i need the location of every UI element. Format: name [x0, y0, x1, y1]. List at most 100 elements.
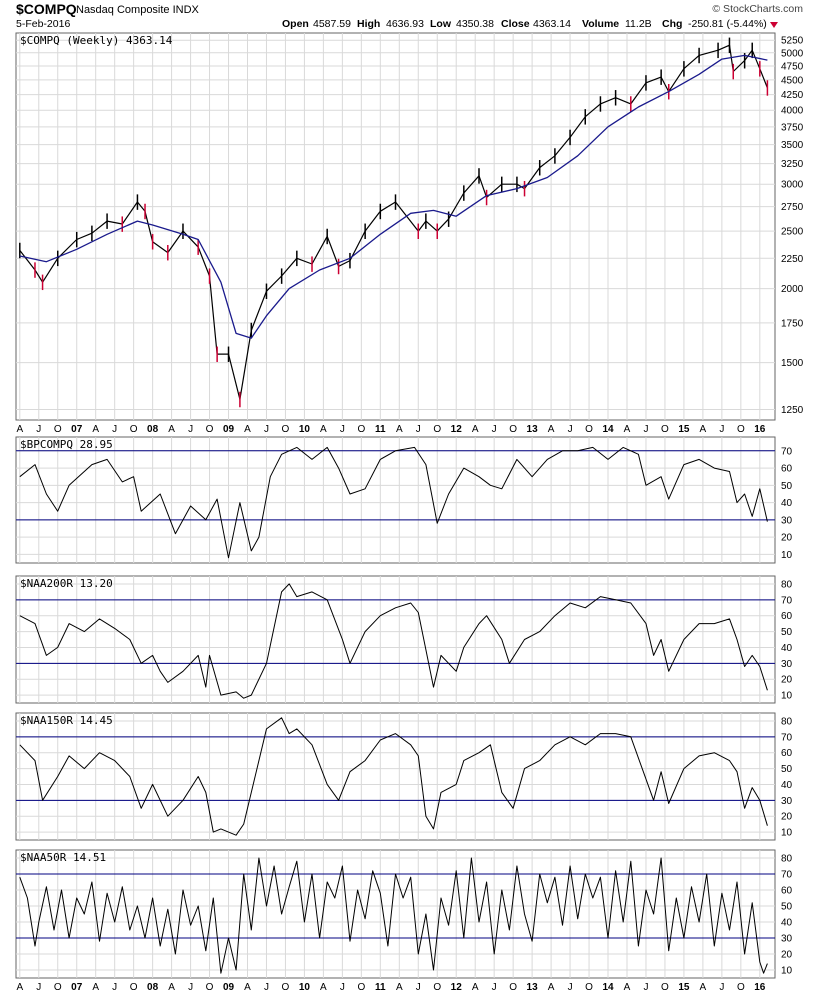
y-tick-label: 5000 [781, 48, 804, 59]
y-tick-label: 50 [781, 481, 793, 492]
x-tick-label: O [661, 424, 669, 435]
y-tick-label: 20 [781, 533, 793, 544]
y-tick-label: 80 [781, 579, 793, 590]
y-tick-label: 50 [781, 764, 793, 775]
x-tick-label: O [433, 982, 441, 993]
chg-label: Chg [662, 18, 682, 30]
x-tick-label: A [320, 982, 327, 993]
y-tick-label: 2250 [781, 254, 804, 265]
x-tick-label: 14 [602, 982, 614, 993]
x-tick-label: A [320, 424, 327, 435]
panel-2: 10 20 30 40 50 60 70 80 $NAA200R 13.20 [15, 575, 793, 704]
x-tick-label: O [585, 424, 593, 435]
panel-0: 1250 1500 1750 2000 2250 2500 2750 3000 3250 3500… [15, 32, 804, 435]
header-ohlc: Open 4587.59 High 4636.93 Low 4350.38 Cl… [282, 18, 767, 30]
y-tick-label: 70 [781, 446, 793, 457]
x-tick-label: 11 [375, 424, 386, 435]
panel-frame [15, 436, 776, 564]
chg-value: -250.81 (-5.44%) [688, 18, 767, 30]
x-tick-label: O [509, 982, 517, 993]
y-tick-label: 3000 [781, 180, 804, 191]
y-tick-label: 80 [781, 716, 793, 727]
x-tick-label: 07 [71, 424, 83, 435]
series-line [19, 857, 768, 974]
y-tick-label: 30 [781, 515, 793, 526]
y-tick-label: 30 [781, 659, 793, 670]
x-tick-label: 09 [223, 424, 235, 435]
y-tick-label: 20 [781, 812, 793, 823]
panel-3: 10 20 30 40 50 60 70 80 $NAA150R 14.45 [15, 712, 793, 841]
x-tick-label: 12 [451, 424, 463, 435]
series-line [19, 446, 768, 559]
x-tick-label: A [472, 424, 479, 435]
x-tick-label: O [737, 424, 745, 435]
panel-title: $COMPQ (Weekly) 4363.14 [20, 34, 173, 47]
x-tick-label: A [624, 424, 631, 435]
x-tick-label: 10 [299, 982, 311, 993]
x-tick-label: 09 [223, 982, 235, 993]
open-value: 4587.59 [313, 18, 351, 30]
y-tick-label: 4250 [781, 90, 804, 101]
x-tick-label: O [54, 424, 62, 435]
x-tick-label: 08 [147, 424, 159, 435]
y-tick-label: 40 [781, 498, 793, 509]
x-tick-label: J [568, 424, 573, 435]
x-tick-label: J [112, 424, 117, 435]
y-tick-label: 40 [781, 643, 793, 654]
x-tick-label: 16 [754, 982, 766, 993]
y-tick-label: 4500 [781, 75, 804, 86]
panel-frame [15, 849, 776, 979]
y-tick-label: 4750 [781, 61, 804, 72]
y-tick-label: 3250 [781, 159, 804, 170]
x-tick-label: J [36, 424, 41, 435]
x-tick-label: A [168, 982, 175, 993]
x-tick-label: O [54, 982, 62, 993]
x-tick-label: O [357, 424, 365, 435]
y-tick-label: 30 [781, 796, 793, 807]
x-tick-label: O [130, 982, 138, 993]
x-tick-label: A [16, 424, 23, 435]
x-tick-label: 08 [147, 982, 159, 993]
y-tick-label: 20 [781, 950, 793, 961]
x-tick-label: A [396, 982, 403, 993]
panel-title: $BPCOMPQ 28.95 [20, 438, 113, 451]
x-tick-label: J [492, 424, 497, 435]
moving-average-line [19, 54, 768, 339]
x-tick-label: A [168, 424, 175, 435]
y-tick-label: 40 [781, 780, 793, 791]
close-value: 4363.14 [533, 18, 571, 30]
x-tick-label: O [509, 424, 517, 435]
x-tick-label: O [661, 982, 669, 993]
x-tick-label: 13 [527, 424, 539, 435]
y-tick-label: 4000 [781, 106, 804, 117]
y-tick-label: 2750 [781, 202, 804, 213]
panel-title: $NAA50R 14.51 [20, 851, 106, 864]
x-tick-label: J [719, 982, 724, 993]
y-tick-label: 1500 [781, 358, 804, 369]
x-tick-label: 13 [527, 982, 539, 993]
y-tick-label: 30 [781, 934, 793, 945]
y-tick-label: 10 [781, 550, 793, 561]
x-tick-label: J [264, 424, 269, 435]
x-tick-label: A [16, 982, 23, 993]
header-date: 5-Feb-2016 [16, 18, 70, 30]
x-tick-label: O [433, 424, 441, 435]
panel-title: $NAA200R 13.20 [20, 577, 113, 590]
panel-frame [15, 32, 776, 421]
x-tick-label: J [188, 424, 193, 435]
x-tick-label: A [624, 982, 631, 993]
panel-4: 10 20 30 40 50 60 70 80 $NAA50R 14.51 A J O 07 A J O 08 A… [15, 849, 793, 993]
y-tick-label: 40 [781, 918, 793, 929]
high-label: High [357, 18, 380, 30]
y-tick-label: 60 [781, 748, 793, 759]
y-tick-label: 10 [781, 828, 793, 839]
y-tick-label: 60 [781, 611, 793, 622]
y-tick-label: 5250 [781, 36, 804, 47]
panel-frame [15, 575, 776, 704]
y-tick-label: 10 [781, 966, 793, 977]
open-label: Open [282, 18, 309, 30]
x-tick-label: J [112, 982, 117, 993]
high-value: 4636.93 [386, 18, 424, 30]
